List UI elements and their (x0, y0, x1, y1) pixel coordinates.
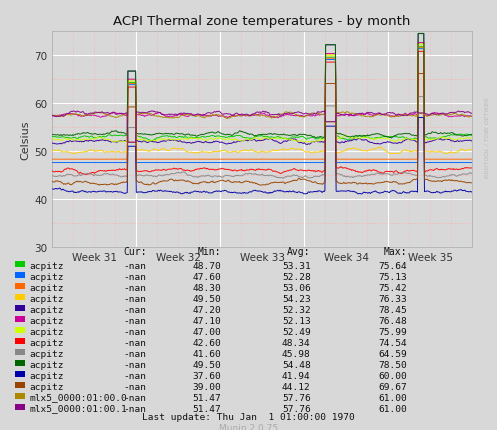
Text: 64.59: 64.59 (379, 349, 408, 358)
Text: Cur:: Cur: (123, 246, 147, 257)
Text: acpitz: acpitz (30, 338, 64, 347)
Title: ACPI Thermal zone temperatures - by month: ACPI Thermal zone temperatures - by mont… (113, 15, 411, 28)
Text: 75.13: 75.13 (379, 272, 408, 281)
Text: 48.34: 48.34 (282, 338, 311, 347)
Text: 47.60: 47.60 (192, 272, 221, 281)
Text: 52.28: 52.28 (282, 272, 311, 281)
Text: 52.13: 52.13 (282, 316, 311, 325)
Text: acpitz: acpitz (30, 305, 64, 314)
Text: 51.47: 51.47 (192, 404, 221, 412)
Text: 78.45: 78.45 (379, 305, 408, 314)
Text: 75.42: 75.42 (379, 283, 408, 292)
Text: -nan: -nan (124, 404, 147, 412)
Text: mlx5_0000:01:00.1: mlx5_0000:01:00.1 (30, 404, 128, 412)
Text: acpitz: acpitz (30, 316, 64, 325)
Text: -nan: -nan (124, 327, 147, 336)
Text: 48.70: 48.70 (192, 261, 221, 270)
Text: -nan: -nan (124, 382, 147, 390)
Text: acpitz: acpitz (30, 371, 64, 380)
Text: 39.00: 39.00 (192, 382, 221, 390)
Text: 41.60: 41.60 (192, 349, 221, 358)
Text: Min:: Min: (198, 246, 221, 257)
Text: acpitz: acpitz (30, 349, 64, 358)
Text: -nan: -nan (124, 371, 147, 380)
Text: acpitz: acpitz (30, 294, 64, 303)
Text: 42.60: 42.60 (192, 338, 221, 347)
Text: 53.31: 53.31 (282, 261, 311, 270)
Text: 69.67: 69.67 (379, 382, 408, 390)
Text: 52.32: 52.32 (282, 305, 311, 314)
Text: 78.50: 78.50 (379, 360, 408, 369)
Text: 41.94: 41.94 (282, 371, 311, 380)
Text: 37.60: 37.60 (192, 371, 221, 380)
Text: -nan: -nan (124, 283, 147, 292)
Text: acpitz: acpitz (30, 261, 64, 270)
Text: 75.99: 75.99 (379, 327, 408, 336)
Text: 57.76: 57.76 (282, 393, 311, 402)
Text: 76.33: 76.33 (379, 294, 408, 303)
Text: 47.10: 47.10 (192, 316, 221, 325)
Text: acpitz: acpitz (30, 327, 64, 336)
Text: 47.00: 47.00 (192, 327, 221, 336)
Text: -nan: -nan (124, 316, 147, 325)
Text: acpitz: acpitz (30, 283, 64, 292)
Text: 51.47: 51.47 (192, 393, 221, 402)
Text: -nan: -nan (124, 261, 147, 270)
Text: Last update: Thu Jan  1 01:00:00 1970: Last update: Thu Jan 1 01:00:00 1970 (142, 412, 355, 421)
Text: Munin 2.0.75: Munin 2.0.75 (219, 423, 278, 430)
Text: Max:: Max: (384, 246, 408, 257)
Text: acpitz: acpitz (30, 272, 64, 281)
Text: -nan: -nan (124, 338, 147, 347)
Text: 60.00: 60.00 (379, 371, 408, 380)
Text: -nan: -nan (124, 305, 147, 314)
Text: -nan: -nan (124, 294, 147, 303)
Text: -nan: -nan (124, 349, 147, 358)
Text: mlx5_0000:01:00.0: mlx5_0000:01:00.0 (30, 393, 128, 402)
Text: 52.49: 52.49 (282, 327, 311, 336)
Text: 61.00: 61.00 (379, 393, 408, 402)
Text: 49.50: 49.50 (192, 360, 221, 369)
Text: acpitz: acpitz (30, 382, 64, 390)
Text: 74.54: 74.54 (379, 338, 408, 347)
Text: 54.23: 54.23 (282, 294, 311, 303)
Text: Avg:: Avg: (287, 246, 311, 257)
Text: 49.50: 49.50 (192, 294, 221, 303)
Text: 61.00: 61.00 (379, 404, 408, 412)
Text: 75.64: 75.64 (379, 261, 408, 270)
Text: 76.48: 76.48 (379, 316, 408, 325)
Text: acpitz: acpitz (30, 360, 64, 369)
Text: 48.30: 48.30 (192, 283, 221, 292)
Y-axis label: Celsius: Celsius (20, 120, 30, 160)
Text: RRDTOOL / TOBI OETIKER: RRDTOOL / TOBI OETIKER (485, 97, 490, 178)
Text: 47.20: 47.20 (192, 305, 221, 314)
Text: 57.76: 57.76 (282, 404, 311, 412)
Text: -nan: -nan (124, 360, 147, 369)
Text: -nan: -nan (124, 272, 147, 281)
Text: 44.12: 44.12 (282, 382, 311, 390)
Text: -nan: -nan (124, 393, 147, 402)
Text: 54.48: 54.48 (282, 360, 311, 369)
Text: 45.98: 45.98 (282, 349, 311, 358)
Text: 53.06: 53.06 (282, 283, 311, 292)
